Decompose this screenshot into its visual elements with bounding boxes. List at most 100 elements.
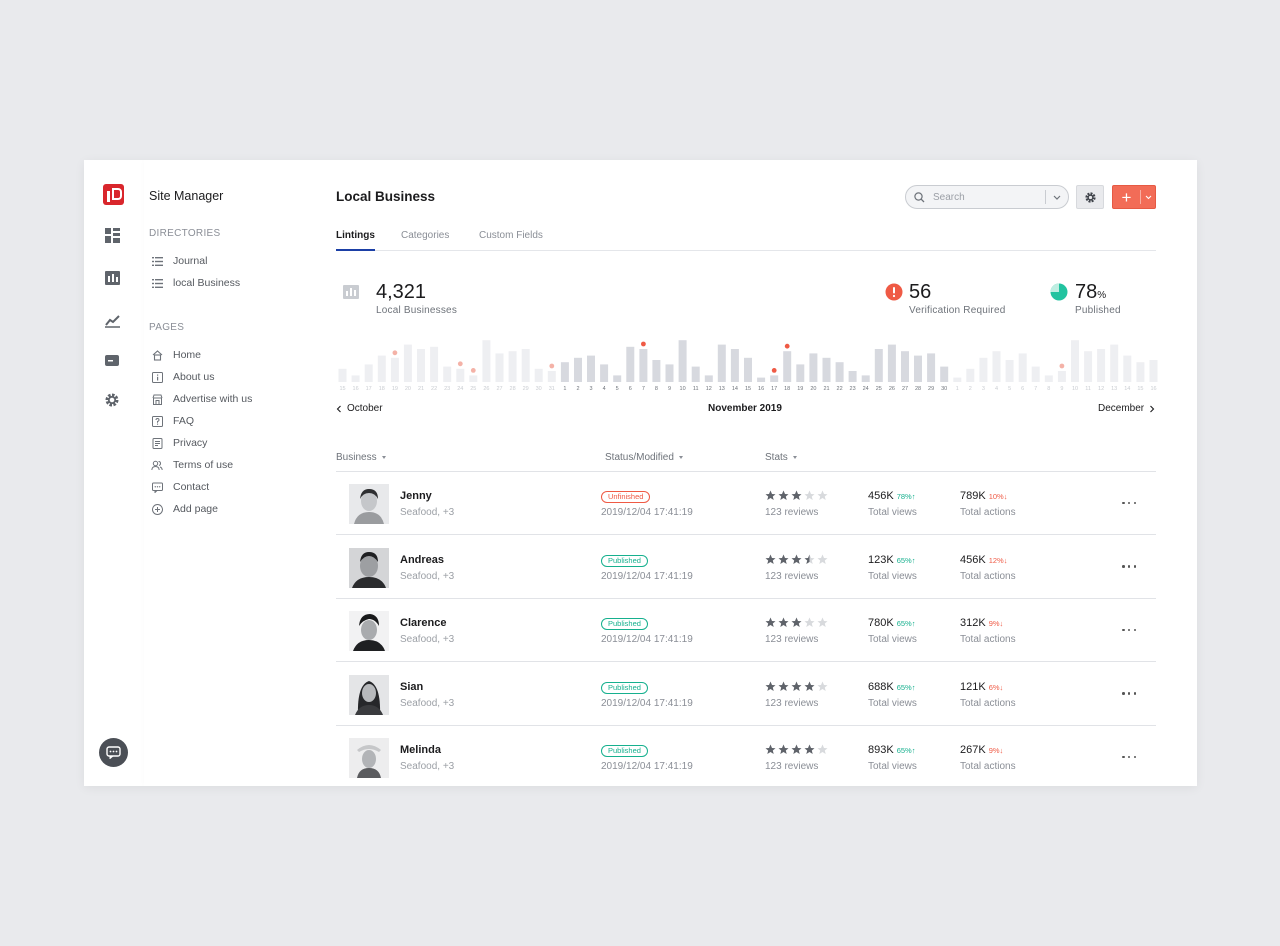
chart-tick-label: 24 xyxy=(863,386,869,392)
chart-bar xyxy=(678,340,687,382)
analytics-icon[interactable] xyxy=(104,313,120,329)
chart-tick-label: 30 xyxy=(941,386,947,392)
star-icon xyxy=(817,681,830,692)
more-options-icon[interactable] xyxy=(1122,562,1136,572)
prev-month-link[interactable]: October xyxy=(336,403,383,414)
chart-tick-label: 6 xyxy=(1021,386,1024,392)
prev-month-label: October xyxy=(347,403,383,414)
pages-label: PAGES xyxy=(149,322,185,333)
chart-bar xyxy=(717,344,726,382)
chart-tick-label: 8 xyxy=(655,386,658,392)
business-name[interactable]: Andreas xyxy=(400,553,445,566)
chart-bar xyxy=(403,344,412,382)
site-title: Site Manager xyxy=(149,189,224,203)
chat-icon xyxy=(151,481,163,493)
sort-caret-icon xyxy=(678,456,683,459)
views-number: 456K xyxy=(868,490,894,502)
table-row[interactable]: Clarence Seafood, +3 Published 2019/12/04 1… xyxy=(336,599,1156,662)
sidebar-item-about[interactable]: About us xyxy=(151,369,214,385)
chart-tick-label: 28 xyxy=(915,386,921,392)
chevron-down-icon[interactable] xyxy=(1141,186,1155,208)
gear-icon xyxy=(1084,191,1096,203)
tab-custom-fields[interactable]: Custom Fields xyxy=(479,230,543,241)
chart-tick-label: 26 xyxy=(483,386,489,392)
next-month-link[interactable]: December xyxy=(1098,403,1155,414)
column-stats[interactable]: Stats xyxy=(765,452,797,463)
actions-number: 121K xyxy=(960,680,986,693)
total-actions-value: 121K 6%↓ xyxy=(960,681,1003,693)
chart-tick-label: 21 xyxy=(823,386,829,392)
directory-icon[interactable] xyxy=(104,270,120,286)
chevron-down-icon[interactable] xyxy=(1046,195,1068,200)
chart-bar xyxy=(940,366,949,382)
sidebar-item-local-business[interactable]: local Business xyxy=(151,275,240,291)
sidebar-item-label: Home xyxy=(173,349,202,361)
status-badge: Published xyxy=(601,745,648,757)
chart-marker xyxy=(641,341,646,347)
star-icon xyxy=(817,744,830,755)
business-name[interactable]: Jenny xyxy=(400,490,432,502)
actions-change: 9%↓ xyxy=(989,746,1004,755)
chart-bar xyxy=(901,351,909,382)
chart-bar xyxy=(351,375,360,382)
main-content: Local Business Search + Lintings Categor… xyxy=(296,160,1197,786)
sidebar-item-terms[interactable]: Terms of use xyxy=(151,457,233,473)
chart-tick-label: 5 xyxy=(1008,386,1011,392)
business-name[interactable]: Clarence xyxy=(400,617,447,629)
more-options-icon[interactable] xyxy=(1122,689,1136,699)
chart-tick-label: 3 xyxy=(589,386,592,392)
sidebar-item-contact[interactable]: Contact xyxy=(151,479,209,495)
tab-categories[interactable]: Categories xyxy=(401,230,450,241)
chart-bar xyxy=(587,355,595,382)
chart-bar xyxy=(547,371,556,382)
business-name[interactable]: Sian xyxy=(400,680,424,693)
modified-date: 2019/12/04 17:41:19 xyxy=(601,507,693,518)
table-row[interactable]: Andreas Seafood, +3 Published 2019/12/04 17… xyxy=(336,536,1156,599)
column-status[interactable]: Status/Modified xyxy=(605,452,683,463)
chart-tick-label: 19 xyxy=(797,386,803,392)
rating-stars xyxy=(765,617,830,628)
more-options-icon[interactable] xyxy=(1122,752,1136,762)
views-change: 65%↑ xyxy=(897,683,916,692)
total-actions-label: Total actions xyxy=(960,761,1016,772)
settings-button[interactable] xyxy=(1076,185,1104,209)
sidebar-item-journal[interactable]: Journal xyxy=(151,253,207,269)
chevron-right-icon xyxy=(1150,405,1155,412)
sidebar-item-privacy[interactable]: Privacy xyxy=(151,435,207,451)
chart-bar xyxy=(482,340,491,382)
add-button[interactable]: + xyxy=(1112,185,1156,209)
chart-tick-label: 31 xyxy=(549,386,555,392)
chat-button[interactable] xyxy=(99,738,128,767)
star-icon xyxy=(765,681,778,692)
table-row[interactable]: Sian Seafood, +3 Published 2019/12/04 17:41… xyxy=(336,663,1156,726)
chevron-left-icon xyxy=(336,405,341,412)
business-name[interactable]: Melinda xyxy=(400,744,441,756)
chart-bar xyxy=(835,362,844,382)
card-icon[interactable] xyxy=(104,352,120,368)
total-views-label: Total views xyxy=(868,634,917,645)
table-row[interactable]: Melinda Seafood, +3 Published 2019/12/04 17… xyxy=(336,726,1156,786)
tab-listings[interactable]: Lintings xyxy=(336,230,375,251)
chart-tick-label: 29 xyxy=(523,386,529,392)
chart-bar xyxy=(1044,375,1053,382)
column-business[interactable]: Business xyxy=(336,452,386,463)
table-row[interactable]: Jenny Seafood, +3 Unfinished 2019/12/04 17:… xyxy=(336,472,1156,535)
sidebar-item-faq[interactable]: FAQ xyxy=(151,413,194,429)
total-views-label: Total views xyxy=(868,761,917,772)
more-options-icon[interactable] xyxy=(1122,498,1136,508)
pie-chart-icon xyxy=(1050,283,1068,301)
sidebar-item-home[interactable]: Home xyxy=(151,347,201,363)
search-input[interactable]: Search xyxy=(905,185,1069,209)
settings-icon[interactable] xyxy=(104,392,120,408)
sidebar-item-advertise[interactable]: Advertise with us xyxy=(151,391,252,407)
chart-tick-label: 3 xyxy=(982,386,985,392)
chart-bar xyxy=(560,362,569,382)
modified-date: 2019/12/04 17:41:19 xyxy=(601,761,693,772)
total-views-value: 893K 65%↑ xyxy=(868,744,915,756)
dashboard-icon[interactable] xyxy=(104,227,120,243)
rating-stars xyxy=(765,554,830,565)
sidebar-item-add-page[interactable]: Add page xyxy=(151,501,218,517)
chart-bar xyxy=(469,375,478,382)
more-options-icon[interactable] xyxy=(1122,625,1136,635)
chart-tick-label: 10 xyxy=(680,386,686,392)
